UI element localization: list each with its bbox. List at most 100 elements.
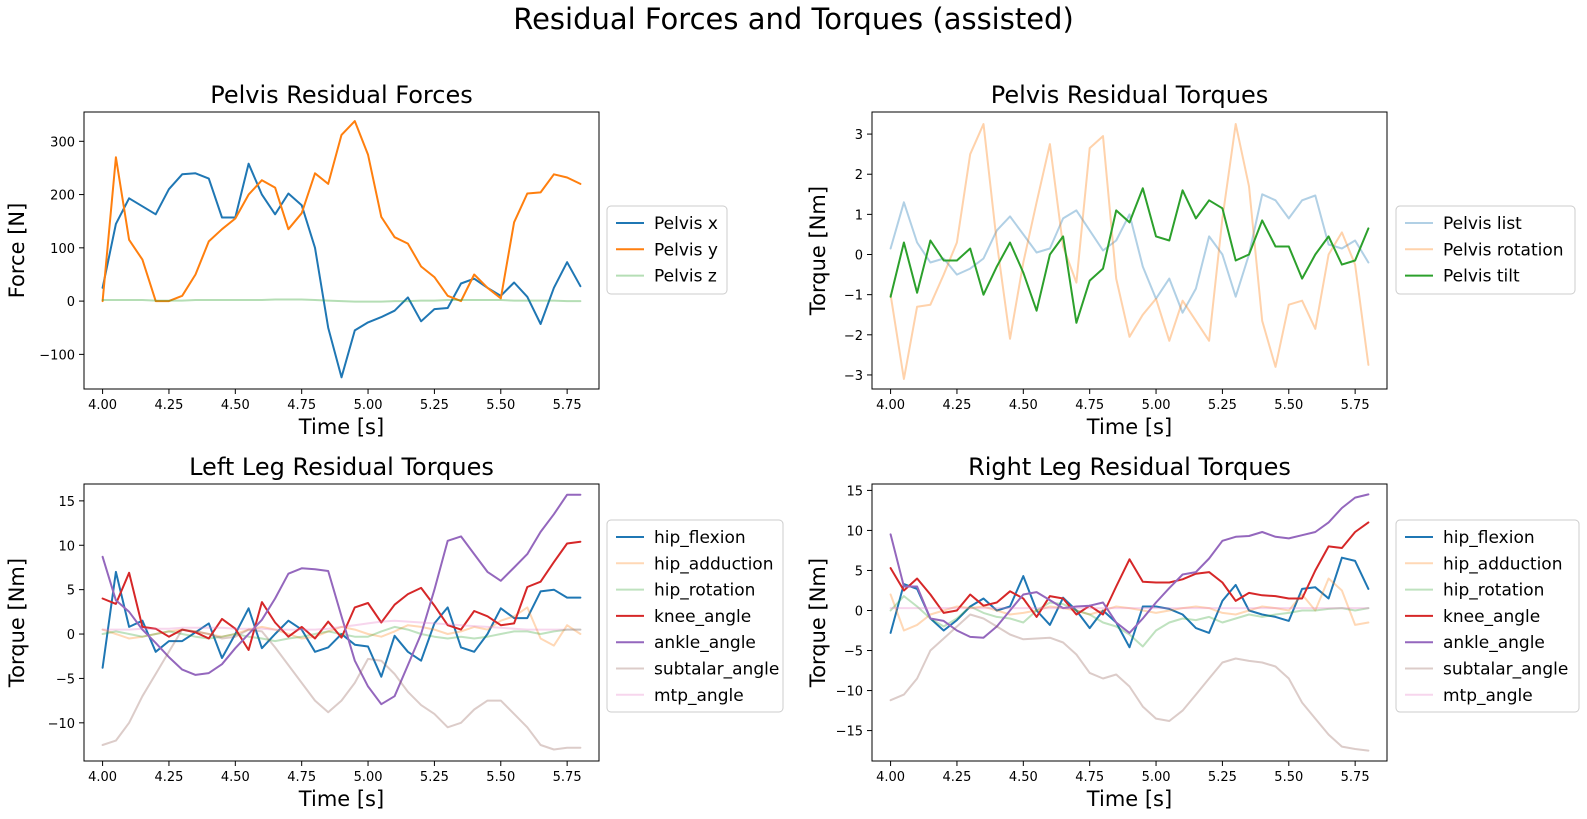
x-tick-label: 5.50 [486, 398, 515, 413]
legend: hip_flexion hip_adduction hip_rotationknee… [1395, 519, 1580, 713]
x-tick-label: 5.75 [1341, 398, 1370, 413]
x-tick-label: 4.00 [88, 770, 117, 785]
x-tick-label: 4.50 [221, 770, 250, 785]
legend: hip_flexion hip_adduction hip_rotationknee… [606, 519, 784, 713]
x-tick-label: 5.25 [1208, 770, 1237, 785]
series-line [889, 123, 1370, 380]
series-line [889, 556, 1370, 649]
legend-label: Pelvis tilt [1443, 267, 1520, 287]
x-tick-label: 4.75 [1075, 770, 1104, 785]
series-line [101, 298, 582, 303]
x-tick-label: 4.00 [88, 398, 117, 413]
series-line [101, 570, 582, 678]
legend-label: Pelvis list [1443, 214, 1522, 234]
series-line [101, 619, 582, 631]
series-line [101, 628, 582, 751]
y-tick-label: 300 [50, 135, 75, 150]
x-axis-label: Time [s] [298, 787, 384, 811]
series-line [889, 595, 1370, 648]
series-line [889, 187, 1370, 324]
x-tick-label: 4.75 [1075, 398, 1104, 413]
x-tick-label: 5.25 [1208, 398, 1237, 413]
series-line [889, 613, 1370, 752]
x-tick-label: 4.50 [1009, 770, 1038, 785]
figure-title: Residual Forces and Torques (assisted) [513, 2, 1074, 36]
legend-label: ankle_angle [1443, 633, 1545, 653]
series-line [889, 521, 1370, 618]
x-tick-label: 5.00 [1142, 398, 1171, 413]
y-tick-label: 0 [855, 604, 863, 619]
legend-label: knee_angle [1443, 607, 1540, 627]
series-line [889, 193, 1370, 314]
y-tick-label: −2 [844, 329, 863, 344]
x-axis-label: Time [s] [298, 415, 384, 439]
x-tick-label: 5.25 [420, 398, 449, 413]
x-tick-label: 4.25 [154, 398, 183, 413]
x-tick-label: 4.25 [942, 398, 971, 413]
x-tick-label: 4.75 [287, 398, 316, 413]
x-tick-label: 4.50 [1009, 398, 1038, 413]
legend-label: hip_adduction [1443, 554, 1562, 574]
x-tick-label: 5.00 [354, 770, 383, 785]
legend-label: subtalar_angle [1443, 660, 1568, 680]
legend-label: ankle_angle [654, 633, 756, 653]
y-tick-label: −100 [39, 348, 75, 363]
legend-box [606, 519, 784, 713]
plot-frame [83, 483, 600, 762]
x-axis-label: Time [s] [1086, 787, 1172, 811]
legend-box [1395, 519, 1580, 713]
y-tick-label: 1 [855, 208, 863, 223]
legend-label: Pelvis rotation [1443, 240, 1564, 260]
series-line [101, 162, 582, 379]
legend-label: hip_rotation [1443, 581, 1544, 601]
y-axis-label: Torque [Nm] [806, 186, 830, 316]
legend-label: hip_adduction [654, 554, 773, 574]
y-tick-label: 200 [50, 189, 75, 204]
x-tick-label: 5.75 [553, 398, 582, 413]
x-tick-label: 5.75 [553, 770, 582, 785]
y-tick-label: 0 [67, 628, 75, 643]
legend: Pelvis x Pelvis y Pelvis z [606, 205, 728, 295]
y-tick-label: 15 [846, 484, 863, 499]
x-tick-label: 4.25 [154, 770, 183, 785]
y-axis-label: Torque [Nm] [806, 558, 830, 688]
legend-box [606, 205, 728, 295]
x-tick-label: 4.50 [221, 398, 250, 413]
y-tick-label: −5 [56, 672, 75, 687]
legend: Pelvis list Pelvis rotation Pelvis tilt [1395, 205, 1576, 295]
y-tick-label: 10 [846, 524, 863, 539]
y-tick-label: −10 [836, 685, 863, 700]
series-line [101, 493, 582, 706]
chart-panel-3: Left Leg Residual Torques 4.00 4.25 4.50 4.7… [5, 453, 784, 811]
y-tick-label: −1 [844, 289, 863, 304]
y-tick-label: −15 [836, 725, 863, 740]
legend-label: Pelvis x [654, 214, 718, 234]
legend-label: mtp_angle [1443, 686, 1533, 706]
x-tick-label: 4.75 [287, 770, 316, 785]
y-tick-label: 3 [855, 128, 863, 143]
legend-label: hip_rotation [654, 581, 755, 601]
plot-frame [83, 111, 600, 390]
legend-label: knee_angle [654, 607, 751, 627]
chart-title: Left Leg Residual Torques [189, 453, 494, 481]
y-tick-label: 15 [58, 495, 75, 510]
chart-panel-4: Right Leg Residual Torques 4.00 4.25 4.50 4.… [806, 453, 1580, 811]
x-tick-label: 5.50 [1274, 770, 1303, 785]
x-tick-label: 5.00 [354, 398, 383, 413]
legend-label: hip_flexion [1443, 528, 1535, 548]
y-tick-label: 0 [67, 295, 75, 310]
legend-label: Pelvis z [654, 267, 717, 287]
y-tick-label: 0 [855, 249, 863, 264]
x-tick-label: 5.50 [486, 770, 515, 785]
x-tick-label: 5.75 [1341, 770, 1370, 785]
series-line [889, 493, 1370, 639]
x-tick-label: 5.50 [1274, 398, 1303, 413]
y-tick-label: 5 [67, 584, 75, 599]
x-tick-label: 5.00 [1142, 770, 1171, 785]
y-tick-label: −3 [844, 369, 863, 384]
plot-frame [871, 111, 1388, 390]
plot-frame [871, 483, 1388, 762]
legend-label: hip_flexion [654, 528, 746, 548]
y-tick-label: 5 [855, 564, 863, 579]
